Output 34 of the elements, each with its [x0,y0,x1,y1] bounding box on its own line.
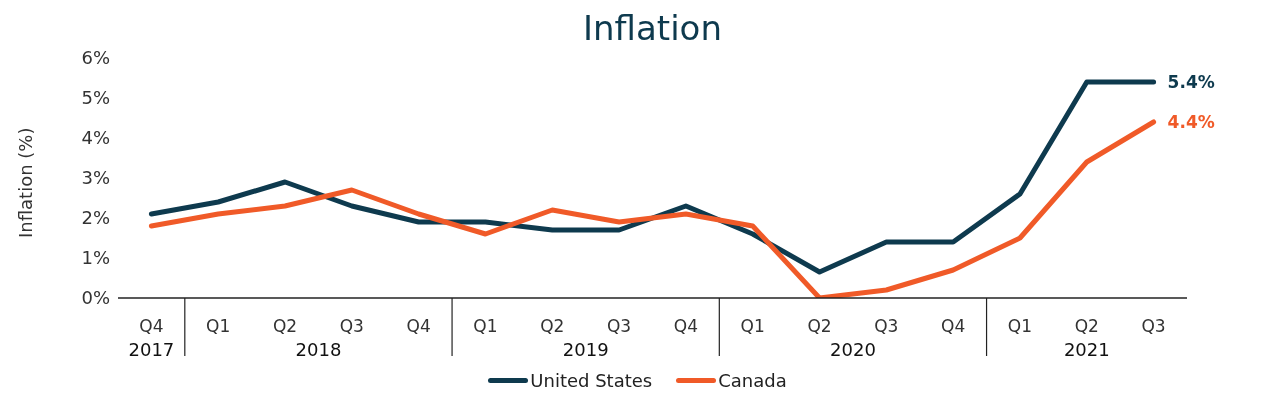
x-tick-label: Q4 [139,316,164,337]
text: 2021 [1063,339,1110,360]
x-tick-label: Q3 [874,316,899,337]
y-axis-title: Inflation (%) [15,127,37,238]
x-tick-label: Q1 [1007,316,1033,337]
x-tick-label: Q1 [473,316,498,337]
x-tick-label: Q2 [807,316,832,337]
x-tick-label: Q4 [673,316,699,337]
text: 2017 [128,339,175,360]
data-label: 4.4% [1167,112,1215,132]
y-tick-label: 6% [81,47,110,69]
x-tick-label: Q1 [206,316,231,337]
x-tick-label: Q4 [406,316,431,337]
y-tick-label: 5% [81,87,110,109]
x-tick-label: Q1 [740,316,765,337]
legend-label: United States [529,370,653,391]
x-tick-label: Q2 [272,316,298,337]
x-tick-label: Q3 [339,316,364,337]
y-tick-label: 1% [81,247,110,269]
x-tick-label: Q2 [1074,316,1099,337]
x-tick-label: Q2 [540,316,565,337]
x-tick-label: Q3 [1141,316,1166,337]
y-tick-label: 0% [81,287,110,309]
chart-title: Inflation [583,8,722,48]
x-tick-label: Q4 [941,316,966,337]
y-tick-label: 2% [81,207,110,229]
y-tick-label: 4% [81,127,110,149]
text: 2019 [562,339,609,360]
y-tick-label: 3% [81,167,110,189]
text: 2018 [295,339,342,360]
data-label: 5.4% [1167,72,1215,92]
x-tick-label: Q3 [606,316,632,337]
text: 2020 [830,339,876,360]
legend-label: Canada [717,370,787,391]
